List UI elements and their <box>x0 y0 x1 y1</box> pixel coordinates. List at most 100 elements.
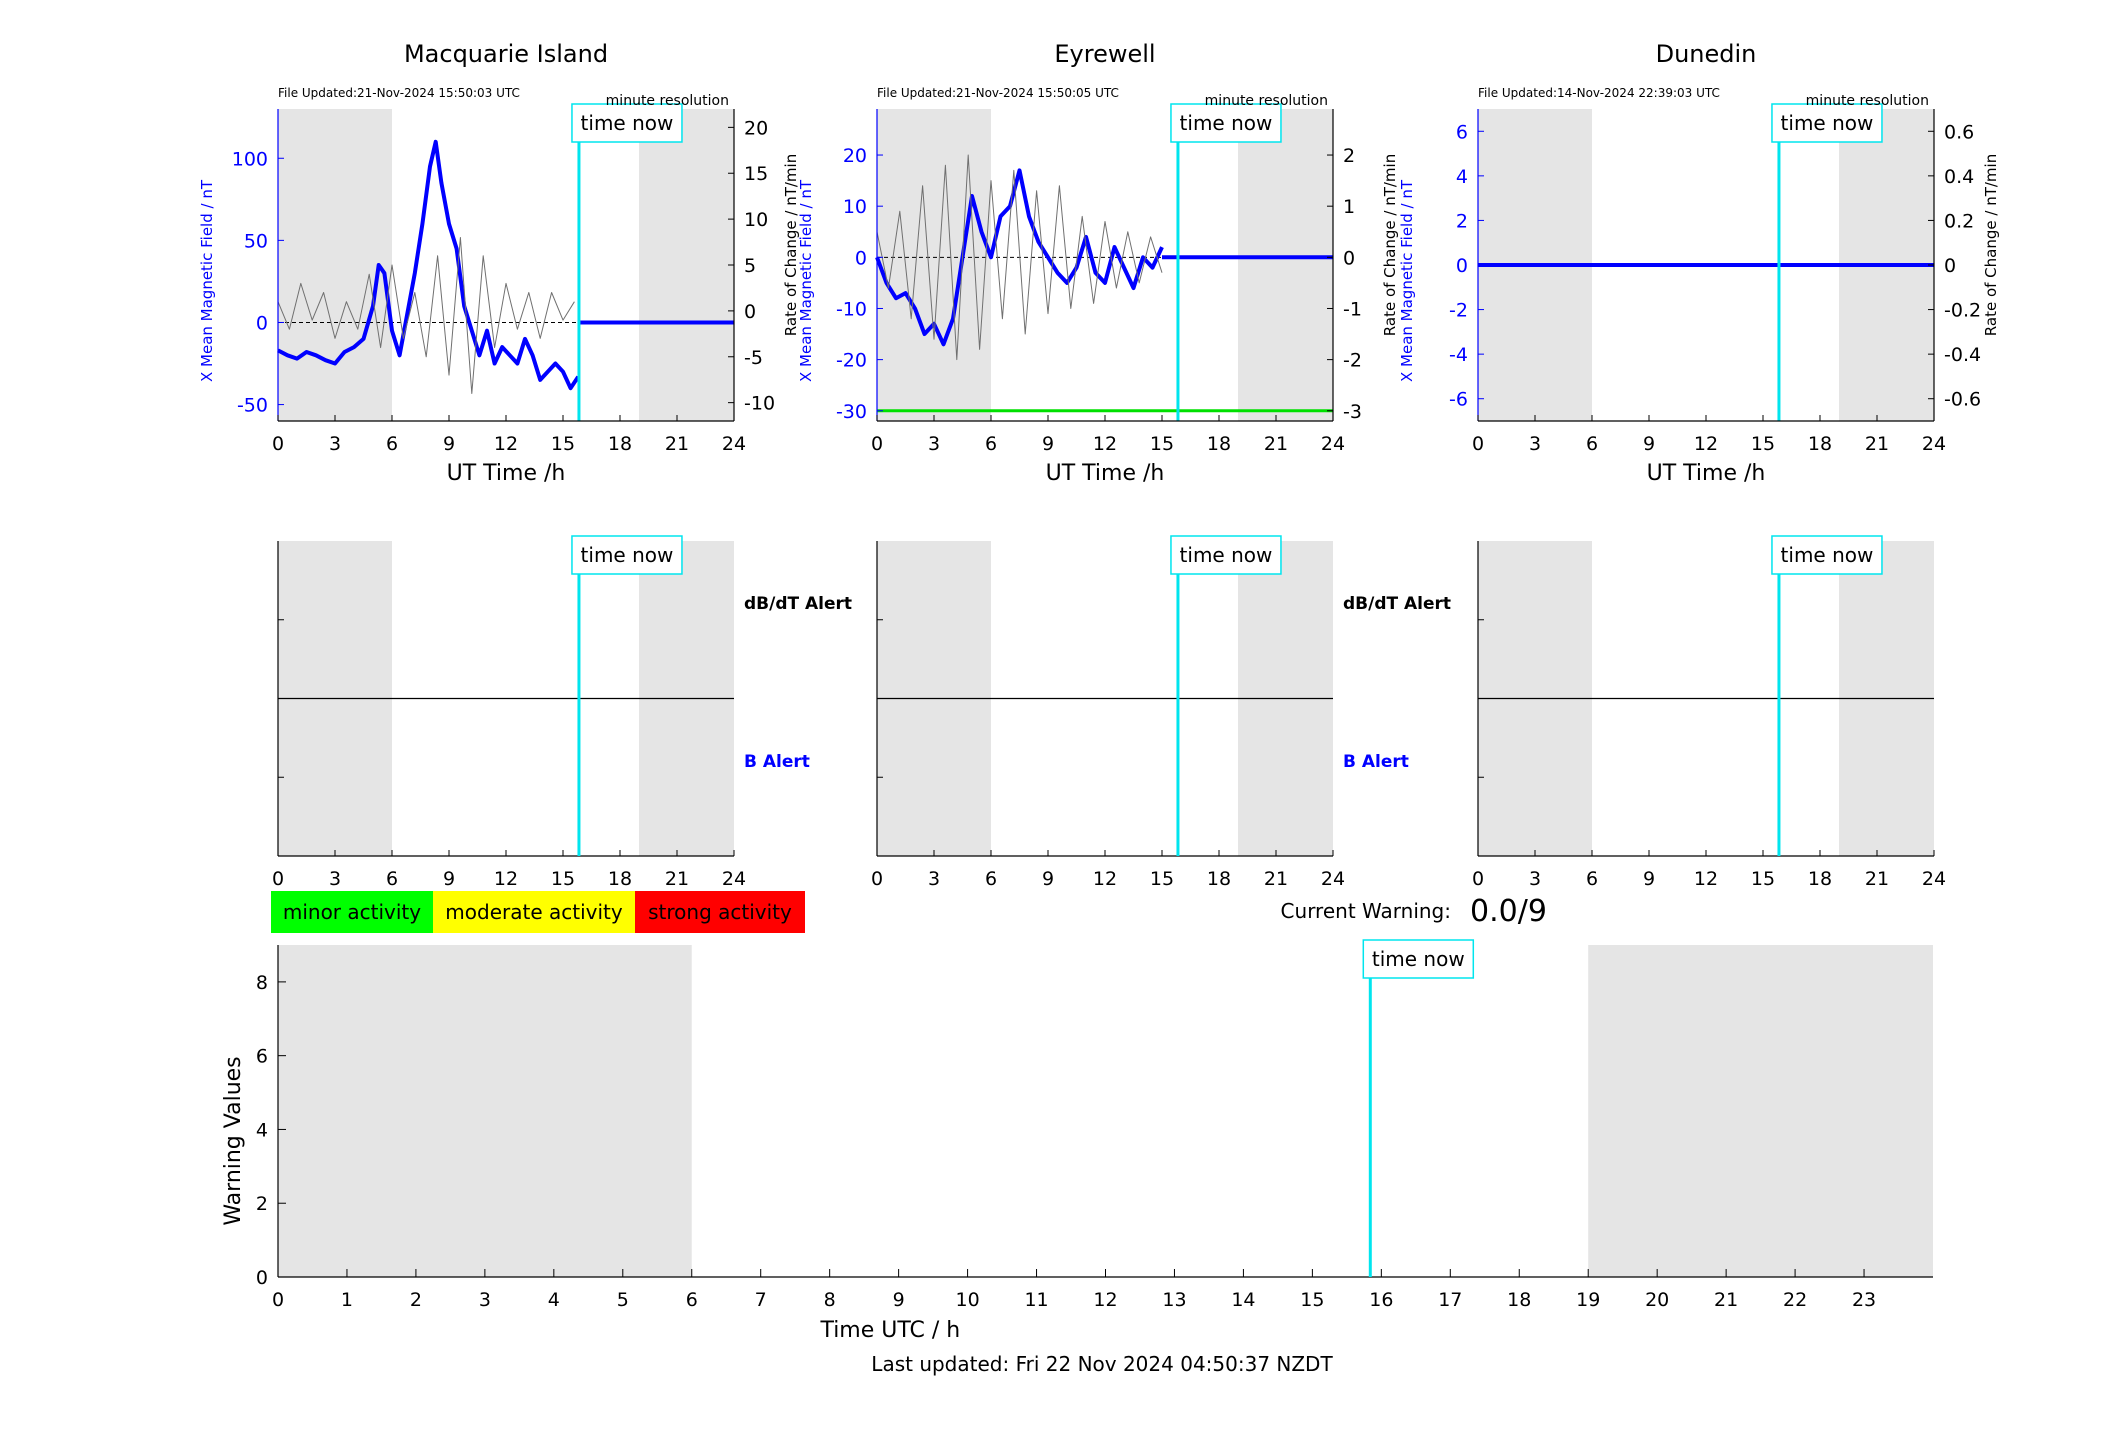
y2-tick-label: -0.4 <box>1944 344 1981 366</box>
time-now-label: time now <box>1372 947 1465 971</box>
x-axis-label: UT Time /h <box>447 461 566 486</box>
time-now-label: time now <box>581 543 674 567</box>
y2-tick-label: -5 <box>744 347 763 369</box>
night-shade <box>1588 945 1933 1277</box>
y2-tick-label: 0.2 <box>1944 210 1974 232</box>
y-tick-label: 2 <box>256 1193 268 1215</box>
station-panel-0: Macquarie Island time now 0 3 6 9 12 15 18 21 24 UT… <box>198 40 800 486</box>
resolution-label: minute resolution <box>1806 93 1929 109</box>
current-warning-label: Current Warning: <box>1281 899 1451 923</box>
x-tick-label: 0 <box>272 1289 284 1311</box>
y-tick-label: -10 <box>836 298 867 320</box>
y-tick-label: 50 <box>244 230 268 252</box>
time-now-label: time now <box>1180 543 1273 567</box>
x-tick-label: 6 <box>686 1289 698 1311</box>
night-shade <box>639 109 734 421</box>
x-tick-label: 12 <box>1093 868 1117 890</box>
x-tick-label: 11 <box>1024 1289 1048 1311</box>
x-tick-label: 18 <box>608 433 632 455</box>
x-tick-label: 9 <box>1042 868 1054 890</box>
x-tick-label: 24 <box>1321 868 1345 890</box>
y-tick-label: 8 <box>256 972 268 994</box>
y2-tick-label: 0 <box>744 301 756 323</box>
alert-panel-0: time now 0 3 6 9 12 15 18 21 24 dB/dT Alert B Alert <box>272 535 852 890</box>
time-now-label: time now <box>1781 543 1874 567</box>
x-tick-label: 24 <box>1922 433 1946 455</box>
x-tick-label: 12 <box>1694 868 1718 890</box>
x-tick-label: 24 <box>722 868 746 890</box>
x-tick-label: 24 <box>722 433 746 455</box>
y2-tick-label: 1 <box>1343 196 1355 218</box>
x-tick-label: 21 <box>1264 868 1288 890</box>
resolution-label: minute resolution <box>606 93 729 109</box>
dbdt-alert-label: dB/dT Alert <box>744 594 852 614</box>
y2-tick-label: 2 <box>1343 145 1355 167</box>
x-tick-label: 18 <box>1207 433 1231 455</box>
x-tick-label: 23 <box>1852 1289 1876 1311</box>
station-title: Dunedin <box>1656 40 1757 68</box>
x-tick-label: 6 <box>386 868 398 890</box>
night-shade <box>278 945 692 1277</box>
y-tick-label: 4 <box>256 1119 268 1141</box>
x-tick-label: 9 <box>443 868 455 890</box>
y2-tick-label: 10 <box>744 209 768 231</box>
x-tick-label: 9 <box>1643 433 1655 455</box>
x-tick-label: 19 <box>1576 1289 1600 1311</box>
legend-label-1: moderate activity <box>445 900 623 924</box>
x-tick-label: 18 <box>1207 868 1231 890</box>
y-tick-label: 0 <box>855 247 867 269</box>
b-alert-label: B Alert <box>1343 752 1409 772</box>
series-rate-of-change <box>876 154 1163 361</box>
night-shade <box>1238 109 1333 421</box>
x-tick-label: 21 <box>665 868 689 890</box>
alert-panel-1: time now 0 3 6 9 12 15 18 21 24 dB/dT Alert B Alert <box>871 535 1451 890</box>
time-now-box <box>1362 939 1475 979</box>
y2-tick-label: 15 <box>744 163 768 185</box>
x-tick-label: 6 <box>386 433 398 455</box>
x-tick-label: 6 <box>985 433 997 455</box>
x-tick-label: 3 <box>1529 868 1541 890</box>
y-tick-label: 6 <box>256 1046 268 1068</box>
time-now-label: time now <box>1781 111 1874 135</box>
x-tick-label: 21 <box>1714 1289 1738 1311</box>
x-tick-label: 22 <box>1783 1289 1807 1311</box>
y2-tick-label: -10 <box>744 393 775 415</box>
y-tick-label: -2 <box>1449 300 1468 322</box>
y-tick-label: -20 <box>836 350 867 372</box>
activity-legend: minor activity moderate activity strong ac… <box>271 891 805 933</box>
legend-swatch-0 <box>271 891 433 933</box>
x-tick-label: 21 <box>1865 868 1889 890</box>
y-axis-label: Warning Values <box>221 1056 246 1225</box>
y-tick-label: 2 <box>1456 210 1468 232</box>
x-tick-label: 17 <box>1438 1289 1462 1311</box>
y-tick-label: 0 <box>256 1267 268 1289</box>
time-now-label: time now <box>581 111 674 135</box>
y2-tick-label: 0.4 <box>1944 166 1974 188</box>
y-tick-label: 100 <box>232 148 268 170</box>
y-tick-label: -30 <box>836 401 867 423</box>
x-tick-label: 0 <box>272 868 284 890</box>
x-tick-label: 21 <box>1264 433 1288 455</box>
x-tick-label: 9 <box>1042 433 1054 455</box>
x-tick-label: 1 <box>341 1289 353 1311</box>
series-field <box>277 139 580 391</box>
y-tick-label: 4 <box>1456 166 1468 188</box>
station-title: Eyrewell <box>1054 40 1155 68</box>
station-title: Macquarie Island <box>404 40 608 68</box>
x-tick-label: 15 <box>551 868 575 890</box>
x-tick-label: 18 <box>1808 433 1832 455</box>
time-now-box <box>1771 535 1883 575</box>
right-axis-label: Rate of Change / nT/min <box>782 154 800 336</box>
x-tick-label: 21 <box>665 433 689 455</box>
x-tick-label: 16 <box>1369 1289 1393 1311</box>
x-tick-label: 10 <box>955 1289 979 1311</box>
x-tick-label: 12 <box>494 433 518 455</box>
series-field <box>875 168 1164 347</box>
time-now-box <box>1170 103 1282 143</box>
x-axis-label: UT Time /h <box>1046 461 1165 486</box>
alert-panel-2: time now 0 3 6 9 12 15 18 21 24 <box>1472 535 1946 890</box>
x-tick-label: 8 <box>824 1289 836 1311</box>
x-tick-label: 14 <box>1231 1289 1255 1311</box>
